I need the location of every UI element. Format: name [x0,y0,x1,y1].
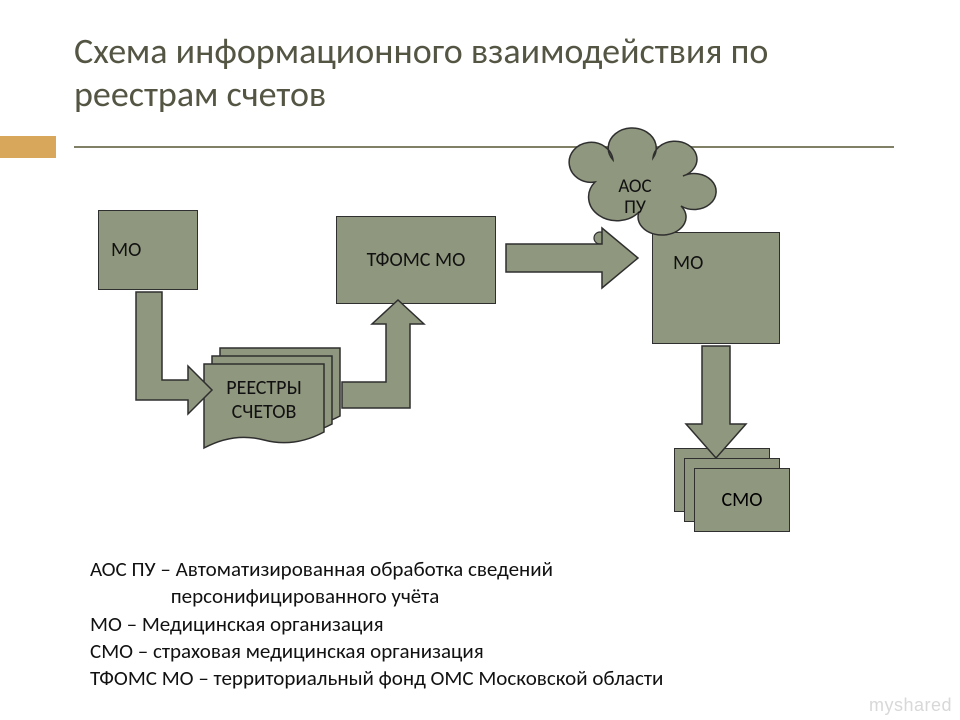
node-tfoms-label: ТФОМС МО [367,248,466,272]
node-mo-right: МО [652,232,780,344]
svg-text:АОС: АОС [618,175,651,198]
legend-line-1: персонифицированного учёта [90,583,890,610]
node-smo-label: СМО [721,488,762,512]
legend-line-3: СМО – страховая медицинская организация [90,638,890,665]
slide-title: Схема информационного взаимодействия по … [74,30,894,116]
legend-line-4: ТФОМС МО – территориальный фонд ОМС Моск… [90,665,890,692]
node-smo-stack: СМО [674,448,790,532]
legend: АОС ПУ – Автоматизированная обработка св… [90,556,890,692]
node-mo-right-label: МО [673,251,703,275]
watermark: myshared [869,695,952,716]
svg-text:ПУ: ПУ [624,196,646,219]
slide: Схема информационного взаимодействия по … [0,0,960,720]
node-smo-front: СМО [694,468,790,532]
node-tfoms: ТФОМС МО [336,216,496,304]
arrow-registry-to-tfoms [342,300,424,408]
arrow-tfoms-to-mo [506,228,638,288]
arrow-mo-to-smo [686,346,746,458]
accent-bar [0,136,56,158]
node-mo-left: МО [98,210,198,290]
node-registry-stack: РЕЕСТРЫ СЧЕТОВ [204,348,340,440]
legend-line-2: МО – Медицинская организация [90,611,890,638]
document-stack-icon: РЕЕСТРЫ СЧЕТОВ [200,344,350,454]
title-divider [74,146,894,148]
node-registry-label-line2: СЧЕТОВ [232,400,297,424]
legend-line-0: АОС ПУ – Автоматизированная обработка св… [90,556,890,583]
node-mo-left-label: МО [111,238,141,262]
node-registry-label-line1: РЕЕСТРЫ [226,376,301,400]
